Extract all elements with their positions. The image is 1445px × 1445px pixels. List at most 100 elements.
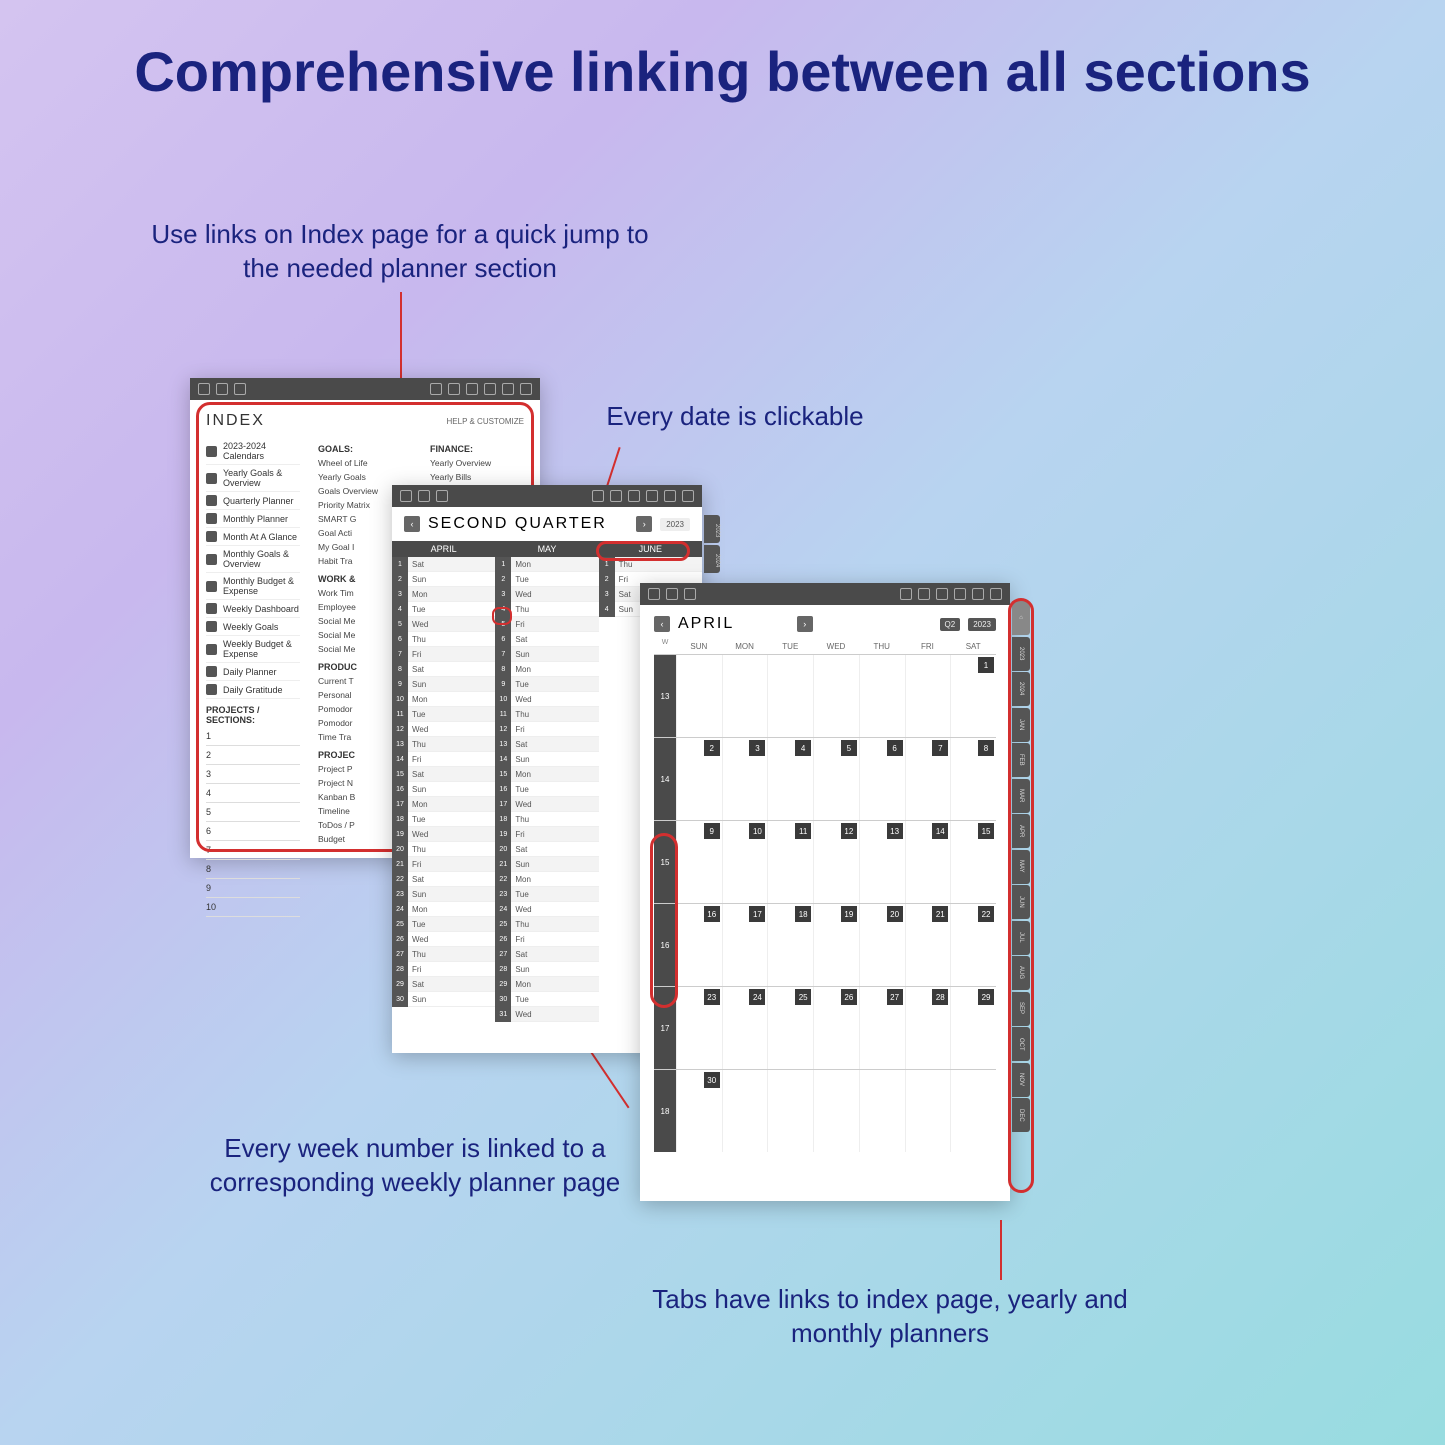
project-slot[interactable]: 7 xyxy=(206,841,300,860)
quarter-day[interactable]: 5Fri xyxy=(495,617,598,632)
quarter-day[interactable]: 15Sat xyxy=(392,767,495,782)
week-number[interactable]: 16 xyxy=(654,904,676,986)
week-number[interactable]: 18 xyxy=(654,1070,676,1152)
calendar-day[interactable]: 8 xyxy=(950,738,996,820)
index-link[interactable]: Monthly Goals & Overview xyxy=(206,546,300,573)
year-badge[interactable]: 2023 xyxy=(968,618,996,631)
side-tab[interactable]: NOV xyxy=(1012,1063,1030,1097)
quarter-day[interactable]: 1Mon xyxy=(495,557,598,572)
quarter-day[interactable]: 6Sat xyxy=(495,632,598,647)
week-number[interactable]: 15 xyxy=(654,821,676,903)
quarter-day[interactable]: 1Sat xyxy=(392,557,495,572)
calendar-day[interactable] xyxy=(859,1070,905,1152)
side-tab[interactable]: JUN xyxy=(1012,885,1030,919)
index-link[interactable]: Month At A Glance xyxy=(206,528,300,546)
quarter-day[interactable]: 9Sun xyxy=(392,677,495,692)
side-tab[interactable]: 2023 xyxy=(1012,637,1030,671)
calendar-day[interactable]: 27 xyxy=(859,987,905,1069)
month-next-button[interactable]: › xyxy=(797,616,813,632)
calendar-day[interactable]: 25 xyxy=(767,987,813,1069)
calendar-day[interactable] xyxy=(859,655,905,737)
calendar-day[interactable] xyxy=(905,655,951,737)
quarter-day[interactable]: 19Fri xyxy=(495,827,598,842)
index-sublink[interactable]: Yearly Goals xyxy=(318,470,412,484)
quarter-day[interactable]: 24Wed xyxy=(495,902,598,917)
calendar-day[interactable]: 20 xyxy=(859,904,905,986)
index-link[interactable]: Monthly Planner xyxy=(206,510,300,528)
index-link[interactable]: Weekly Goals xyxy=(206,618,300,636)
calendar-day[interactable] xyxy=(813,655,859,737)
quarter-day[interactable]: 12Fri xyxy=(495,722,598,737)
quarter-day[interactable]: 27Thu xyxy=(392,947,495,962)
calendar-day[interactable]: 7 xyxy=(905,738,951,820)
side-tab[interactable]: AUG xyxy=(1012,956,1030,990)
quarter-day[interactable]: 2Tue xyxy=(495,572,598,587)
calendar-day[interactable]: 3 xyxy=(722,738,768,820)
week-number[interactable]: 14 xyxy=(654,738,676,820)
quarter-day[interactable]: 11Thu xyxy=(495,707,598,722)
side-tab[interactable]: 2024 xyxy=(1012,672,1030,706)
index-link[interactable]: Weekly Dashboard xyxy=(206,600,300,618)
index-customize-link[interactable]: HELP & CUSTOMIZE xyxy=(447,417,525,426)
quarter-day[interactable]: 7Sun xyxy=(495,647,598,662)
calendar-day[interactable]: 19 xyxy=(813,904,859,986)
quarter-day[interactable]: 21Fri xyxy=(392,857,495,872)
project-slot[interactable]: 1 xyxy=(206,727,300,746)
calendar-day[interactable]: 14 xyxy=(905,821,951,903)
quarter-next-button[interactable]: › xyxy=(636,516,652,532)
month-header[interactable]: MAY xyxy=(495,541,598,557)
calendar-day[interactable]: 11 xyxy=(767,821,813,903)
quarter-day[interactable]: 14Fri xyxy=(392,752,495,767)
project-slot[interactable]: 4 xyxy=(206,784,300,803)
side-tab[interactable]: JAN xyxy=(1012,708,1030,742)
project-slot[interactable]: 3 xyxy=(206,765,300,784)
quarter-day[interactable]: 20Thu xyxy=(392,842,495,857)
quarter-day[interactable]: 15Mon xyxy=(495,767,598,782)
side-tab[interactable]: MAY xyxy=(1012,850,1030,884)
home-tab[interactable]: ⌂ xyxy=(1012,601,1030,635)
quarter-day[interactable]: 29Sat xyxy=(392,977,495,992)
side-tab[interactable]: SEP xyxy=(1012,992,1030,1026)
quarter-day[interactable]: 3Mon xyxy=(392,587,495,602)
project-slot[interactable]: 5 xyxy=(206,803,300,822)
calendar-day[interactable] xyxy=(722,1070,768,1152)
quarter-day[interactable]: 2Sun xyxy=(392,572,495,587)
quarter-day[interactable]: 18Thu xyxy=(495,812,598,827)
quarter-day[interactable]: 30Tue xyxy=(495,992,598,1007)
quarter-prev-button[interactable]: ‹ xyxy=(404,516,420,532)
quarter-day[interactable]: 12Wed xyxy=(392,722,495,737)
calendar-day[interactable] xyxy=(722,655,768,737)
quarter-day[interactable]: 5Wed xyxy=(392,617,495,632)
calendar-day[interactable] xyxy=(905,1070,951,1152)
quarter-day[interactable]: 25Tue xyxy=(392,917,495,932)
index-link[interactable]: Daily Gratitude xyxy=(206,681,300,699)
quarter-day[interactable]: 16Tue xyxy=(495,782,598,797)
quarter-badge[interactable]: Q2 xyxy=(940,618,961,631)
calendar-day[interactable] xyxy=(950,1070,996,1152)
quarter-year-badge[interactable]: 2023 xyxy=(660,518,690,531)
side-tab[interactable]: JUL xyxy=(1012,921,1030,955)
quarter-day[interactable]: 22Sat xyxy=(392,872,495,887)
calendar-day[interactable]: 2 xyxy=(676,738,722,820)
quarter-day[interactable]: 8Mon xyxy=(495,662,598,677)
calendar-day[interactable]: 24 xyxy=(722,987,768,1069)
quarter-day[interactable]: 23Tue xyxy=(495,887,598,902)
side-tab[interactable]: OCT xyxy=(1012,1027,1030,1061)
calendar-day[interactable]: 21 xyxy=(905,904,951,986)
calendar-day[interactable]: 17 xyxy=(722,904,768,986)
index-link[interactable]: Yearly Goals & Overview xyxy=(206,465,300,492)
quarter-day[interactable]: 29Mon xyxy=(495,977,598,992)
calendar-day[interactable]: 26 xyxy=(813,987,859,1069)
project-slot[interactable]: 9 xyxy=(206,879,300,898)
quarter-day[interactable]: 31Wed xyxy=(495,1007,598,1022)
quarter-day[interactable]: 21Sun xyxy=(495,857,598,872)
calendar-day[interactable]: 15 xyxy=(950,821,996,903)
calendar-day[interactable]: 28 xyxy=(905,987,951,1069)
index-sublink[interactable]: Yearly Overview xyxy=(430,456,524,470)
index-link[interactable]: Daily Planner xyxy=(206,663,300,681)
calendar-day[interactable]: 10 xyxy=(722,821,768,903)
calendar-day[interactable] xyxy=(767,1070,813,1152)
quarter-day[interactable]: 1Thu xyxy=(599,557,702,572)
calendar-day[interactable]: 23 xyxy=(676,987,722,1069)
calendar-day[interactable]: 1 xyxy=(950,655,996,737)
